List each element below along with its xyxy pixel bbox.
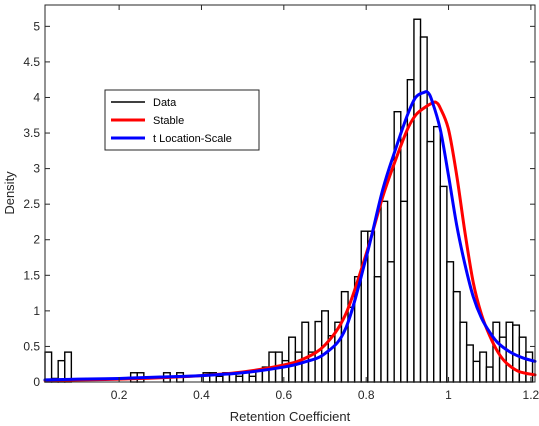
histogram-bar bbox=[235, 375, 244, 383]
histogram-bar bbox=[327, 335, 336, 383]
histogram-bar bbox=[426, 140, 435, 383]
tls-curve bbox=[43, 90, 537, 382]
histogram-bar bbox=[413, 18, 422, 383]
legend-label: Stable bbox=[153, 115, 184, 127]
y-tick-label: 2 bbox=[33, 233, 40, 247]
histogram-bar bbox=[479, 351, 488, 383]
x-tick-label: 1.2 bbox=[523, 388, 539, 402]
histogram-bar bbox=[459, 321, 468, 383]
x-axis-label: Retention Coefficient bbox=[230, 409, 351, 424]
histogram-bar bbox=[367, 230, 376, 383]
histogram-bar bbox=[465, 344, 474, 383]
fit-curves bbox=[43, 90, 537, 383]
y-tick-label: 3 bbox=[33, 162, 40, 176]
histogram-bar bbox=[419, 36, 428, 383]
histogram-bar bbox=[446, 261, 455, 383]
histogram-bar bbox=[525, 351, 534, 383]
histogram-bar bbox=[380, 200, 389, 383]
histogram-bar bbox=[301, 321, 310, 383]
x-tick-label: 1 bbox=[445, 388, 452, 402]
histogram-bar bbox=[64, 351, 73, 383]
y-axis-label: Density bbox=[2, 171, 17, 215]
histogram-bar bbox=[433, 125, 441, 383]
y-tick-label: 1 bbox=[33, 304, 40, 318]
x-tick-label: 0.2 bbox=[111, 388, 128, 402]
histogram-bar bbox=[44, 351, 53, 383]
y-tick-label: 2.5 bbox=[23, 197, 40, 211]
y-tick-label: 0 bbox=[33, 375, 40, 389]
y-tick-label: 4 bbox=[33, 90, 40, 104]
histogram-bar bbox=[439, 185, 448, 383]
histogram-bar bbox=[288, 336, 297, 383]
y-tick-label: 0.5 bbox=[23, 339, 40, 353]
histogram-bar bbox=[485, 366, 494, 383]
y-tick-label: 4.5 bbox=[23, 55, 40, 69]
x-tick-label: 0.4 bbox=[193, 388, 210, 402]
histogram-bar bbox=[452, 290, 461, 383]
histogram-bar bbox=[472, 360, 481, 383]
y-axis: 0 0.5 1 1.5 2 2.5 3 3.5 4 4.5 5 bbox=[23, 19, 535, 389]
axes-box bbox=[44, 4, 536, 383]
y-tick-label: 1.5 bbox=[23, 268, 40, 282]
legend-label: Data bbox=[153, 97, 177, 109]
histogram-bar bbox=[386, 261, 395, 383]
histogram-bar bbox=[248, 375, 257, 383]
legend: Data Stable t Location-Scale bbox=[104, 89, 260, 151]
x-tick-label: 0.8 bbox=[358, 388, 375, 402]
histogram-bar bbox=[294, 351, 303, 383]
x-axis: 0.2 0.4 0.6 0.8 1 1.2 bbox=[111, 5, 539, 402]
y-tick-label: 3.5 bbox=[23, 126, 40, 140]
x-tick-label: 0.6 bbox=[275, 388, 292, 402]
histogram-bar bbox=[400, 200, 409, 383]
histogram-bar bbox=[373, 276, 382, 383]
legend-label: t Location-Scale bbox=[153, 133, 232, 145]
histogram-bar bbox=[215, 375, 224, 383]
y-tick-label: 5 bbox=[33, 19, 40, 33]
